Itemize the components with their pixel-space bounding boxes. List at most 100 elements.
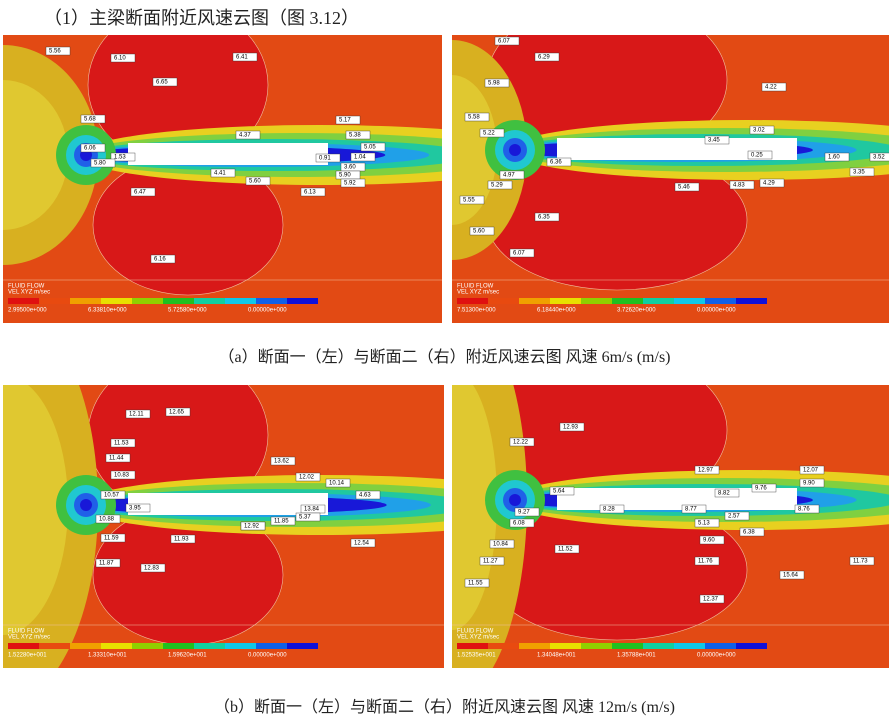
label-box [110, 470, 136, 480]
legend-swatch [519, 643, 550, 649]
label-box [335, 115, 361, 125]
legend-swatch [132, 643, 163, 649]
legend-swatch [70, 643, 101, 649]
label-box [270, 456, 296, 466]
label-box [534, 212, 560, 222]
legend-swatch [488, 298, 519, 304]
value-label: 10.88 [99, 517, 115, 523]
value-label: 11.85 [274, 519, 289, 525]
value-label: 8.76 [798, 507, 810, 513]
label-box [487, 180, 513, 190]
label-box [714, 488, 740, 498]
value-label: 11.73 [853, 559, 868, 565]
value-label: 6.07 [498, 39, 510, 45]
label-box [751, 483, 777, 493]
value-label: 11.53 [114, 441, 129, 447]
legend-swatch [163, 298, 194, 304]
legend-swatch [194, 298, 225, 304]
label-box [150, 254, 176, 264]
legend-swatch [225, 298, 256, 304]
stagnation [509, 144, 521, 156]
legend-subtitle: VEL XYZ m/sec [457, 635, 499, 641]
value-label: 10.57 [104, 493, 120, 499]
label-box [794, 504, 820, 514]
value-label: 3.52 [873, 155, 885, 161]
legend-swatch [256, 298, 287, 304]
value-label: 12.92 [244, 524, 260, 530]
scale-label: 3.72620e+000 [617, 308, 656, 314]
upstream [452, 385, 497, 630]
legend-title: FLUID FLOW [8, 284, 45, 290]
value-label: 11.93 [174, 537, 189, 543]
label-box [554, 544, 580, 554]
label-box [674, 182, 700, 192]
scale-label: 1.52535e+001 [457, 653, 496, 659]
scale-label: 1.59620e+001 [168, 653, 207, 659]
legend-swatch [457, 643, 488, 649]
value-label: 5.60 [249, 179, 261, 185]
value-label: 13.84 [304, 507, 320, 513]
scale-label: 6.18440e+000 [537, 308, 576, 314]
value-label: 11.27 [483, 559, 498, 565]
legend-subtitle: VEL XYZ m/sec [8, 635, 50, 641]
label-box [235, 130, 261, 140]
value-label: 4.41 [214, 171, 226, 177]
label-box [125, 409, 151, 419]
value-label: 3.60 [344, 165, 356, 171]
label-box [210, 168, 236, 178]
label-box [849, 167, 875, 177]
legend-swatch [674, 643, 705, 649]
label-box [130, 187, 156, 197]
label-box [704, 135, 730, 145]
caption: （a）断面一（左）与断面二（右）附近风速云图 风速 6m/s (m/s) [218, 349, 671, 366]
value-label: 5.05 [364, 145, 376, 151]
label-box [325, 478, 351, 488]
stagnation [80, 499, 92, 511]
value-label: 5.60 [473, 229, 485, 235]
value-label: 6.36 [550, 160, 562, 166]
legend-swatch [705, 643, 736, 649]
label-box [140, 563, 166, 573]
value-label: 6.38 [743, 530, 755, 536]
value-label: 10.84 [493, 542, 509, 548]
legend-swatch [287, 298, 318, 304]
value-label: 5.98 [488, 81, 500, 87]
label-box [699, 535, 725, 545]
label-box [484, 78, 510, 88]
label-box [295, 472, 321, 482]
value-label: 0.25 [751, 153, 763, 159]
value-label: 4.22 [765, 85, 777, 91]
value-label: 10.14 [329, 481, 345, 487]
value-label: 5.68 [84, 117, 96, 123]
label-box [749, 125, 775, 135]
value-label: 1.04 [354, 155, 366, 161]
value-label: 12.07 [803, 468, 819, 474]
value-label: 12.65 [169, 410, 185, 416]
legend-swatch [550, 298, 581, 304]
label-box [350, 152, 376, 162]
deck [557, 138, 797, 160]
legend-swatch [8, 298, 39, 304]
heading: （1）主梁断面附近风速云图（图 3.12） [44, 8, 359, 28]
label-box [489, 539, 515, 549]
legend-swatch [488, 643, 519, 649]
legend-swatch [612, 298, 643, 304]
label-box [559, 422, 585, 432]
value-label: 0.91 [319, 156, 331, 162]
label-box [494, 36, 520, 46]
scale-label: 0.00000e+000 [697, 308, 736, 314]
legend-swatch [287, 643, 318, 649]
legend-swatch [705, 298, 736, 304]
legend-swatch [581, 298, 612, 304]
value-label: 6.65 [156, 80, 168, 86]
value-label: 6.07 [513, 251, 525, 257]
label-box [152, 77, 178, 87]
label-box [95, 514, 121, 524]
label-box [681, 504, 707, 514]
legend-swatch [101, 643, 132, 649]
value-label: 6.10 [114, 56, 126, 62]
value-label: 11.55 [468, 581, 483, 587]
scale-label: 1.34048e+001 [537, 653, 576, 659]
